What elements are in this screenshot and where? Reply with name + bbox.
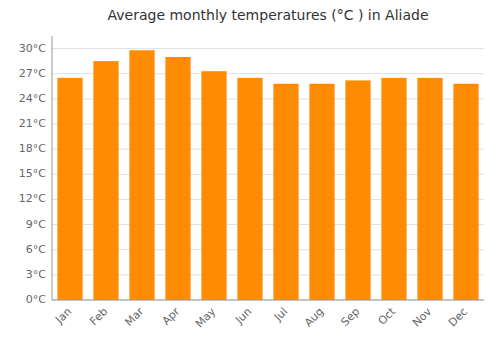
y-tick-label: 6°C	[26, 243, 46, 256]
y-tick-label: 15°C	[19, 167, 46, 180]
y-tick-label: 0°C	[26, 293, 46, 306]
bar	[309, 84, 334, 300]
grid-line	[52, 300, 484, 301]
x-tick-label: May	[193, 305, 219, 331]
x-axis-line	[52, 300, 484, 301]
bar	[417, 78, 442, 300]
y-tick-label: 9°C	[26, 218, 46, 231]
x-tick-label: Oct	[376, 305, 399, 328]
bar	[381, 78, 406, 300]
y-tick-label: 18°C	[19, 142, 46, 155]
y-tick-label: 24°C	[19, 92, 46, 105]
y-tick-label: 21°C	[19, 117, 46, 130]
x-tick-label: Aug	[302, 305, 326, 329]
y-tick-label: 30°C	[19, 42, 46, 55]
chart-container: 0°C 3°C 6°C 9°C 12°C 15°C 18°C 21°C 24°C 27°C 30°C…	[0, 0, 500, 350]
bar	[129, 50, 154, 300]
x-tick-label: Feb	[87, 305, 110, 328]
x-tick-label: Dec	[446, 305, 470, 329]
bar	[237, 78, 262, 300]
bar	[57, 78, 82, 300]
bar	[93, 61, 118, 300]
x-tick-label: Jul	[271, 305, 290, 324]
x-tick-label: Jan	[52, 305, 74, 327]
x-tick-label: Sep	[338, 305, 362, 329]
grid-line	[52, 48, 484, 49]
y-tick-label: 12°C	[19, 192, 46, 205]
bar	[201, 71, 226, 300]
y-tick-label: 27°C	[19, 67, 46, 80]
bar	[453, 84, 478, 300]
y-axis-line	[52, 36, 53, 300]
x-tick-label: Mar	[122, 305, 146, 329]
bar	[273, 84, 298, 300]
bar	[345, 80, 370, 300]
x-tick-label: Nov	[410, 305, 435, 330]
bars	[57, 50, 478, 300]
x-tick-label: Apr	[160, 305, 183, 328]
title: Average monthly temperatures (°C ) in Al…	[108, 7, 429, 23]
y-tick-labels: 0°C 3°C 6°C 9°C 12°C 15°C 18°C 21°C 24°C 27°C 30°C	[19, 42, 46, 306]
x-tick-labels: Jan Feb Mar Apr May Jun Jul Aug Sep Oct Nov Dec	[52, 305, 470, 331]
grid	[52, 49, 484, 300]
x-tick-label: Jun	[232, 305, 254, 327]
chart: 0°C 3°C 6°C 9°C 12°C 15°C 18°C 21°C 24°C 27°C 30°C…	[0, 0, 500, 350]
y-tick-label: 3°C	[26, 268, 46, 281]
bar	[165, 57, 190, 300]
